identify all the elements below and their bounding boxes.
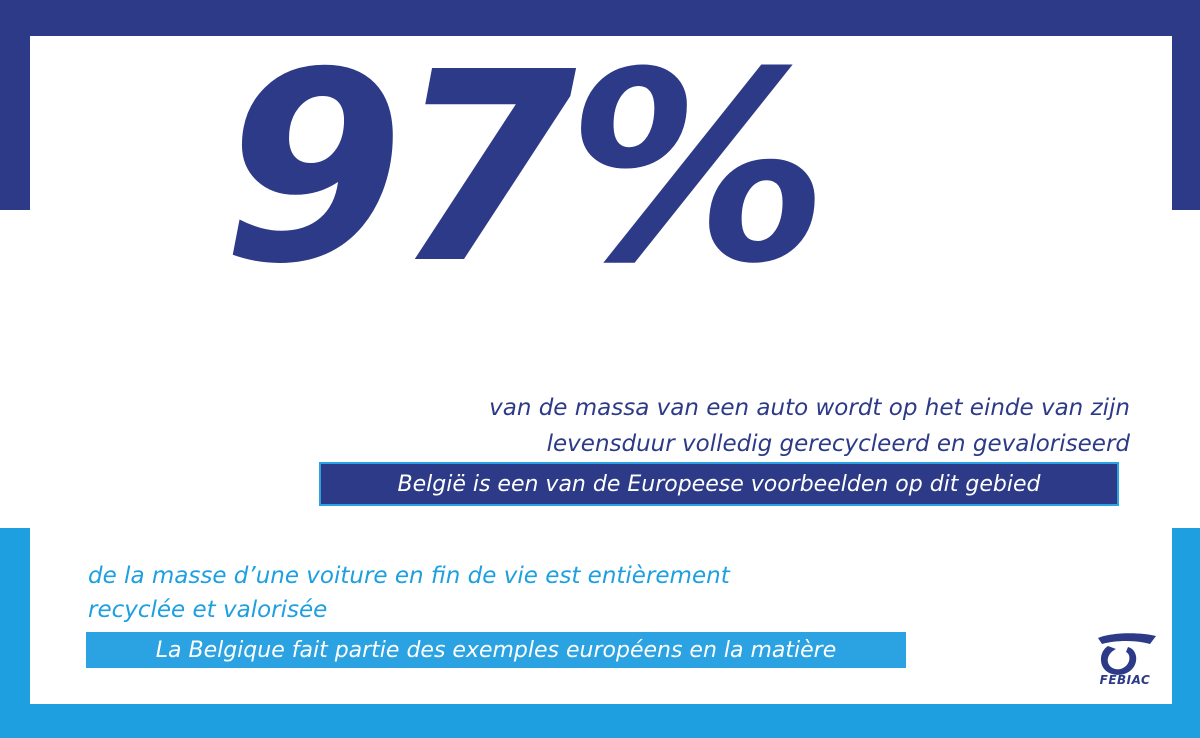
french-highlight-box: La Belgique fait partie des exemples eur…: [86, 632, 906, 668]
french-text-line-1: de la masse d’une voiture en fin de vie …: [88, 563, 730, 589]
dutch-highlight-text: België is een van de Europeese voorbeeld…: [397, 471, 1041, 497]
logo-ring: [1100, 646, 1137, 675]
dutch-text-line-2: levensduur volledig gerecycleerd en geva…: [546, 431, 1130, 457]
french-text-line-2: recyclée et valorisée: [88, 597, 328, 623]
febiac-logo-icon: [1098, 633, 1156, 675]
dutch-text-line-1: van de massa van een auto wordt op het e…: [489, 395, 1130, 421]
logo-wing: [1098, 633, 1156, 644]
dutch-highlight-box: België is een van de Europeese voorbeeld…: [319, 462, 1119, 506]
white-card: [30, 36, 1172, 704]
logo-wordmark: FEBIAC: [1099, 673, 1151, 687]
french-highlight-text: La Belgique fait partie des exemples eur…: [155, 637, 837, 663]
headline-percentage: 97%: [222, 16, 829, 321]
